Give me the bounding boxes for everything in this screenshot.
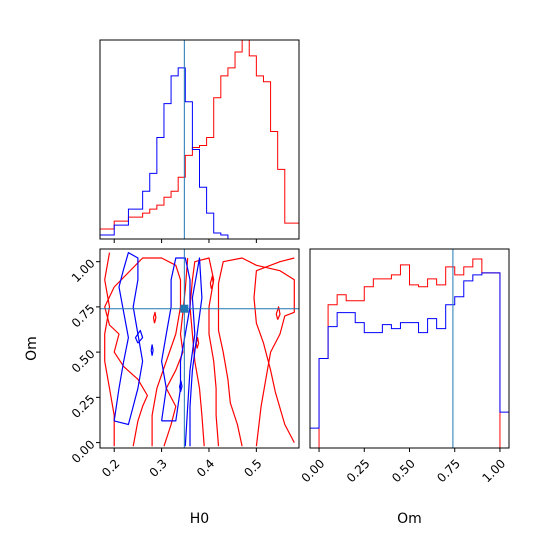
contour-line-red: [275, 306, 281, 320]
contour-line-red: [189, 257, 220, 447]
x-axis-label-Om: Om: [397, 511, 422, 527]
contour-line-red: [209, 275, 214, 289]
contour-line-blue: [184, 257, 203, 447]
hist-Om-histogram-blue: [310, 272, 509, 448]
hist-H0-frame: [99, 39, 300, 240]
contour-line-red: [152, 311, 157, 324]
contour-line-red: [195, 337, 200, 349]
y-axis-label-Om: Om: [24, 336, 40, 361]
contour-line-red: [217, 257, 295, 447]
hist-H0-histogram-blue: [100, 67, 229, 239]
contour-line-blue: [150, 344, 154, 356]
contour-line-red: [253, 257, 295, 443]
hist-Om-plot-area: [310, 258, 509, 448]
hist-Om-histogram-red: [318, 258, 501, 448]
contour-plot-area: [100, 249, 299, 448]
contour-line-blue: [134, 329, 144, 344]
contour-line-blue: [113, 252, 144, 426]
contour-line-blue: [161, 257, 191, 422]
x-axis-label-H0: H0: [190, 511, 209, 527]
hist-H0-plot-area: [100, 40, 299, 239]
truth-marker: [180, 304, 189, 313]
contour-line-blue: [179, 380, 183, 393]
contour-H0-Om-frame: [99, 248, 300, 449]
contour-line-red: [104, 252, 115, 447]
hist-H0-histogram-red: [100, 40, 299, 239]
